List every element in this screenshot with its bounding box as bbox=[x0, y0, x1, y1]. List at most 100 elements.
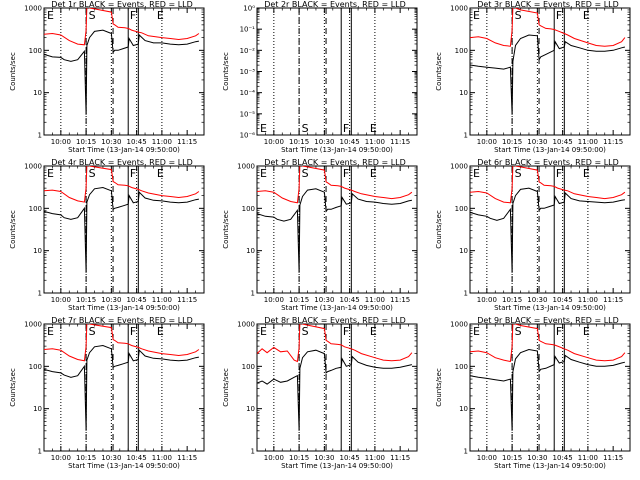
marker-label: F bbox=[343, 325, 349, 338]
marker-label: F bbox=[130, 167, 136, 180]
x-tick-label: 11:00 bbox=[365, 454, 385, 462]
y-axis-label: Counts/sec bbox=[222, 52, 230, 91]
marker-label: F bbox=[556, 325, 562, 338]
marker-label: E bbox=[473, 167, 480, 180]
panel-det-5: Det 5r BLACK = Events, RED = LLD 1 10 100 10… bbox=[222, 158, 418, 312]
x-axis-label: Start Time (13-Jan-14 09:50:00) bbox=[68, 462, 180, 470]
y-tick-label: 10 bbox=[33, 89, 42, 97]
x-tick-label: 10:15 bbox=[76, 138, 96, 146]
marker-label: E bbox=[157, 167, 164, 180]
y-tick-label: 1000 bbox=[450, 321, 468, 329]
x-tick-label: 11:15 bbox=[603, 138, 623, 146]
x-tick-label: 10:45 bbox=[553, 138, 573, 146]
plot-frame bbox=[256, 165, 418, 294]
x-tick-label: 10:15 bbox=[76, 296, 96, 304]
panel-det-4: Det 4r BLACK = Events, RED = LLD 1 10 100 10… bbox=[9, 158, 205, 312]
x-tick-label: 10:00 bbox=[264, 296, 284, 304]
plot-frame bbox=[256, 323, 418, 452]
y-tick-label: 100 bbox=[29, 205, 42, 213]
y-tick-label: 10⁻² bbox=[240, 47, 256, 55]
marker-label: E bbox=[583, 167, 590, 180]
events-series-line bbox=[257, 188, 412, 273]
marker-label: F bbox=[556, 9, 562, 22]
panel-title: Det 5r BLACK = Events, RED = LLD bbox=[264, 158, 406, 167]
x-tick-label: 11:15 bbox=[177, 296, 197, 304]
y-tick-label: 10⁻⁵ bbox=[240, 110, 256, 118]
x-tick-label: 10:45 bbox=[553, 454, 573, 462]
x-tick-label: 10:00 bbox=[51, 454, 71, 462]
marker-label: S bbox=[302, 122, 309, 135]
marker-label: S bbox=[89, 167, 96, 180]
plot-frame bbox=[469, 7, 631, 136]
y-tick-label: 10⁻⁶ bbox=[240, 132, 256, 140]
panel-title: Det 9r BLACK = Events, RED = LLD bbox=[477, 316, 619, 325]
x-tick-label: 10:45 bbox=[340, 454, 360, 462]
marker-label: S bbox=[515, 9, 522, 22]
panel-det-9: Det 9r BLACK = Events, RED = LLD 1 10 100 10… bbox=[435, 316, 631, 470]
y-tick-label: 10 bbox=[33, 405, 42, 413]
x-tick-label: 11:00 bbox=[152, 138, 172, 146]
y-tick-label: 10 bbox=[246, 247, 255, 255]
y-axis-label: Counts/sec bbox=[9, 52, 17, 91]
y-tick-label: 1 bbox=[464, 448, 468, 456]
panel-title: Det 1r BLACK = Events, RED = LLD bbox=[51, 0, 193, 9]
y-tick-label: 10⁻⁴ bbox=[240, 89, 256, 97]
y-tick-label: 100 bbox=[242, 363, 255, 371]
marker-label: F bbox=[343, 167, 349, 180]
y-axis-label: Counts/sec bbox=[435, 210, 443, 249]
x-tick-label: 11:15 bbox=[390, 138, 410, 146]
x-tick-label: 11:15 bbox=[390, 454, 410, 462]
marker-label: E bbox=[370, 325, 377, 338]
x-tick-label: 11:15 bbox=[603, 296, 623, 304]
marker-label: E bbox=[473, 325, 480, 338]
marker-label: S bbox=[302, 325, 309, 338]
x-tick-label: 10:30 bbox=[314, 138, 334, 146]
y-tick-label: 10 bbox=[33, 247, 42, 255]
lld-series-line bbox=[44, 166, 200, 203]
marker-label: E bbox=[47, 167, 54, 180]
marker-label: F bbox=[130, 9, 136, 22]
y-tick-label: 10⁰ bbox=[243, 5, 255, 13]
x-tick-label: 10:15 bbox=[289, 138, 309, 146]
lld-series-line bbox=[44, 324, 200, 362]
x-axis-label: Start Time (13-Jan-14 09:50:00) bbox=[494, 304, 606, 312]
x-axis-label: Start Time (13-Jan-14 09:50:00) bbox=[281, 146, 393, 154]
panel-det-3: Det 3r BLACK = Events, RED = LLD 1 10 100 10… bbox=[435, 0, 631, 154]
x-tick-label: 10:00 bbox=[477, 138, 497, 146]
x-tick-label: 10:45 bbox=[340, 138, 360, 146]
y-tick-label: 100 bbox=[29, 363, 42, 371]
y-tick-label: 1 bbox=[464, 290, 468, 298]
marker-label: E bbox=[473, 9, 480, 22]
x-tick-label: 11:00 bbox=[365, 296, 385, 304]
x-tick-label: 10:00 bbox=[264, 138, 284, 146]
panel-det-8: Det 8r BLACK = Events, RED = LLD 1 10 100 10… bbox=[222, 316, 418, 470]
y-axis-label: Counts/sec bbox=[222, 210, 230, 249]
x-axis-label: Start Time (13-Jan-14 09:50:00) bbox=[68, 146, 180, 154]
panel-det-2: Det 2r BLACK = Events, RED = LLD 10⁻⁶ 10⁻⁵… bbox=[222, 0, 418, 154]
marker-label: E bbox=[260, 167, 267, 180]
x-axis-label: Start Time (13-Jan-14 09:50:00) bbox=[68, 304, 180, 312]
marker-label: E bbox=[47, 325, 54, 338]
y-tick-label: 1 bbox=[38, 448, 42, 456]
y-tick-label: 100 bbox=[455, 205, 468, 213]
x-tick-label: 10:15 bbox=[502, 138, 522, 146]
marker-label: E bbox=[583, 9, 590, 22]
plot-frame bbox=[43, 7, 205, 136]
y-tick-label: 1000 bbox=[237, 163, 255, 171]
x-tick-label: 10:00 bbox=[477, 454, 497, 462]
x-tick-label: 10:45 bbox=[127, 454, 147, 462]
x-tick-label: 11:00 bbox=[578, 454, 598, 462]
x-tick-label: 10:30 bbox=[527, 296, 547, 304]
x-tick-label: 11:15 bbox=[603, 454, 623, 462]
x-tick-label: 10:15 bbox=[502, 454, 522, 462]
lld-series-line bbox=[44, 8, 200, 46]
x-tick-label: 10:30 bbox=[101, 454, 121, 462]
y-tick-label: 10 bbox=[459, 247, 468, 255]
marker-label: F bbox=[556, 167, 562, 180]
panel-title: Det 6r BLACK = Events, RED = LLD bbox=[477, 158, 619, 167]
y-tick-label: 10 bbox=[459, 405, 468, 413]
y-tick-label: 1000 bbox=[450, 5, 468, 13]
plot-frame bbox=[469, 323, 631, 452]
x-tick-label: 11:00 bbox=[152, 454, 172, 462]
